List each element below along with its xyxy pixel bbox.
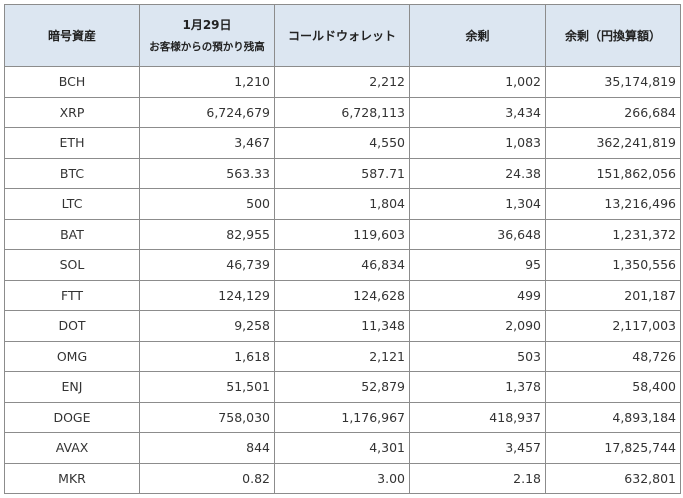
cell-cold-wallet: 587.71	[274, 157, 410, 189]
cell-surplus: 95	[409, 249, 546, 281]
header-surplus: 余剰	[409, 4, 546, 67]
cell-surplus-jpy: 362,241,819	[545, 127, 681, 159]
cell-asset: LTC	[4, 188, 140, 220]
table-row: SOL 46,739 46,834 95 1,350,556	[4, 249, 681, 281]
table-row: DOGE 758,030 1,176,967 418,937 4,893,184	[4, 401, 681, 433]
cell-asset: FTT	[4, 279, 140, 311]
cell-asset: ENJ	[4, 371, 140, 403]
table-row: AVAX 844 4,301 3,457 17,825,744	[4, 432, 681, 464]
cell-deposit: 1,618	[139, 340, 275, 372]
cell-asset: MKR	[4, 462, 140, 494]
cell-surplus-jpy: 35,174,819	[545, 66, 681, 98]
cell-surplus-jpy: 13,216,496	[545, 188, 681, 220]
cell-surplus-jpy: 266,684	[545, 96, 681, 128]
cell-asset: XRP	[4, 96, 140, 128]
cell-cold-wallet: 119,603	[274, 218, 410, 250]
cell-cold-wallet: 3.00	[274, 462, 410, 494]
cell-surplus: 2.18	[409, 462, 546, 494]
cell-asset: BAT	[4, 218, 140, 250]
cell-deposit: 758,030	[139, 401, 275, 433]
cell-deposit: 844	[139, 432, 275, 464]
cell-surplus-jpy: 1,231,372	[545, 218, 681, 250]
table-row: XRP 6,724,679 6,728,113 3,434 266,684	[4, 96, 681, 128]
cell-surplus: 418,937	[409, 401, 546, 433]
cell-deposit: 1,210	[139, 66, 275, 98]
header-date: 1月29日	[182, 17, 232, 32]
cell-surplus-jpy: 58,400	[545, 371, 681, 403]
cell-cold-wallet: 11,348	[274, 310, 410, 342]
cell-deposit: 82,955	[139, 218, 275, 250]
header-asset: 暗号資産	[4, 4, 140, 67]
cell-asset: BTC	[4, 157, 140, 189]
cell-surplus: 1,083	[409, 127, 546, 159]
cell-cold-wallet: 4,301	[274, 432, 410, 464]
table-row: MKR 0.82 3.00 2.18 632,801	[4, 462, 681, 494]
cell-deposit: 3,467	[139, 127, 275, 159]
cell-deposit: 51,501	[139, 371, 275, 403]
cell-surplus: 1,304	[409, 188, 546, 220]
cell-surplus-jpy: 1,350,556	[545, 249, 681, 281]
cell-surplus-jpy: 151,862,056	[545, 157, 681, 189]
cell-cold-wallet: 1,804	[274, 188, 410, 220]
cell-asset: DOT	[4, 310, 140, 342]
cell-asset: OMG	[4, 340, 140, 372]
cell-cold-wallet: 2,212	[274, 66, 410, 98]
table-body: BCH 1,210 2,212 1,002 35,174,819 XRP 6,724,679…	[4, 66, 681, 494]
cell-cold-wallet: 124,628	[274, 279, 410, 311]
cell-surplus: 36,648	[409, 218, 546, 250]
table-row: FTT 124,129 124,628 499 201,187	[4, 279, 681, 311]
table-row: BAT 82,955 119,603 36,648 1,231,372	[4, 218, 681, 250]
table-row: ENJ 51,501 52,879 1,378 58,400	[4, 371, 681, 403]
cell-deposit: 500	[139, 188, 275, 220]
cell-deposit: 0.82	[139, 462, 275, 494]
cell-asset: SOL	[4, 249, 140, 281]
cell-deposit: 563.33	[139, 157, 275, 189]
cell-surplus-jpy: 632,801	[545, 462, 681, 494]
cell-surplus: 499	[409, 279, 546, 311]
table-row: BCH 1,210 2,212 1,002 35,174,819	[4, 66, 681, 98]
table-row: BTC 563.33 587.71 24.38 151,862,056	[4, 157, 681, 189]
cell-asset: AVAX	[4, 432, 140, 464]
header-cold-wallet: コールドウォレット	[274, 4, 410, 67]
header-deposit-label: お客様からの預かり残高	[149, 40, 265, 53]
cell-surplus-jpy: 4,893,184	[545, 401, 681, 433]
cell-surplus: 2,090	[409, 310, 546, 342]
header-surplus-jpy: 余剰（円換算額）	[545, 4, 681, 67]
cell-surplus: 503	[409, 340, 546, 372]
cell-asset: DOGE	[4, 401, 140, 433]
cell-deposit: 6,724,679	[139, 96, 275, 128]
cell-cold-wallet: 46,834	[274, 249, 410, 281]
cell-deposit: 9,258	[139, 310, 275, 342]
header-deposit: 1月29日 お客様からの預かり残高	[139, 4, 275, 67]
table-row: LTC 500 1,804 1,304 13,216,496	[4, 188, 681, 220]
cell-deposit: 124,129	[139, 279, 275, 311]
cell-surplus-jpy: 201,187	[545, 279, 681, 311]
cell-surplus: 3,457	[409, 432, 546, 464]
cell-surplus: 24.38	[409, 157, 546, 189]
table-row: OMG 1,618 2,121 503 48,726	[4, 340, 681, 372]
cell-surplus-jpy: 48,726	[545, 340, 681, 372]
cell-cold-wallet: 2,121	[274, 340, 410, 372]
table-row: ETH 3,467 4,550 1,083 362,241,819	[4, 127, 681, 159]
cell-asset: ETH	[4, 127, 140, 159]
header-row: 暗号資産 1月29日 お客様からの預かり残高 コールドウォレット 余剰 余剰（円…	[4, 4, 681, 67]
cell-asset: BCH	[4, 66, 140, 98]
table-row: DOT 9,258 11,348 2,090 2,117,003	[4, 310, 681, 342]
cell-cold-wallet: 52,879	[274, 371, 410, 403]
cell-surplus: 1,378	[409, 371, 546, 403]
cell-surplus-jpy: 2,117,003	[545, 310, 681, 342]
cell-cold-wallet: 1,176,967	[274, 401, 410, 433]
reserve-table: 暗号資産 1月29日 お客様からの預かり残高 コールドウォレット 余剰 余剰（円…	[4, 4, 681, 494]
cell-deposit: 46,739	[139, 249, 275, 281]
cell-cold-wallet: 6,728,113	[274, 96, 410, 128]
cell-surplus-jpy: 17,825,744	[545, 432, 681, 464]
cell-cold-wallet: 4,550	[274, 127, 410, 159]
reserve-table-container: 暗号資産 1月29日 お客様からの預かり残高 コールドウォレット 余剰 余剰（円…	[4, 4, 681, 494]
cell-surplus: 3,434	[409, 96, 546, 128]
cell-surplus: 1,002	[409, 66, 546, 98]
